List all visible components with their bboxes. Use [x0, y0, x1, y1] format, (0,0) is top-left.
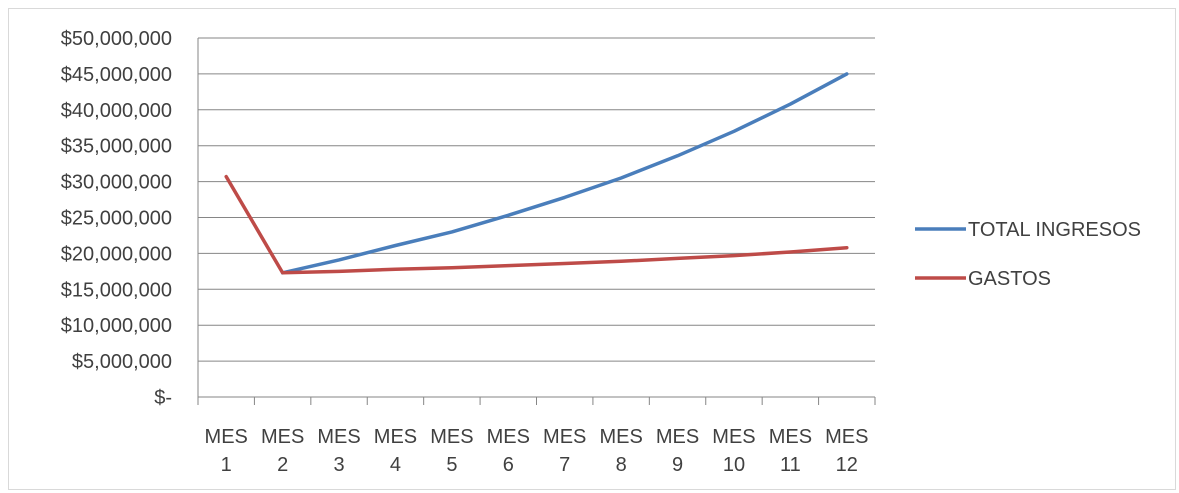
legend-label: GASTOS — [968, 268, 1051, 290]
y-tick-label: $35,000,000 — [61, 136, 172, 158]
y-tick-label: $5,000,000 — [72, 351, 172, 373]
legend-label: TOTAL INGRESOS — [968, 219, 1141, 241]
x-tick-label: 8 — [616, 454, 627, 476]
x-tick-label: 5 — [446, 454, 457, 476]
x-tick-label: 2 — [277, 454, 288, 476]
x-tick-label: MES — [374, 426, 417, 448]
x-tick-label: 6 — [503, 454, 514, 476]
series-lines — [224, 72, 849, 275]
y-tick-label: $45,000,000 — [61, 64, 172, 86]
x-tick-label: MES — [487, 426, 530, 448]
x-tick-label: 10 — [723, 454, 745, 476]
x-tick-label: 9 — [672, 454, 683, 476]
y-tick-label: $25,000,000 — [61, 208, 172, 230]
y-tick-label: $15,000,000 — [61, 279, 172, 301]
y-tick-label: $10,000,000 — [61, 315, 172, 337]
y-tick-label: $20,000,000 — [61, 243, 172, 265]
x-tick-label: MES — [317, 426, 360, 448]
x-tick-label: 11 — [780, 454, 801, 476]
x-axis-tick-labels: MES 1 MES 2 MES 3 MES 4 MES 5 MES 6 MES 7 MES 8 MES 9 MES 1… — [205, 426, 869, 476]
x-tick-label: 1 — [221, 454, 232, 476]
x-tick-label: MES — [261, 426, 304, 448]
x-tick-label: MES — [825, 426, 868, 448]
x-tick-label: 3 — [333, 454, 344, 476]
x-tick-label: 4 — [390, 454, 401, 476]
x-tick-label: MES — [430, 426, 473, 448]
y-tick-label: $50,000,000 — [61, 28, 172, 50]
y-tick-label: $30,000,000 — [61, 172, 172, 194]
x-tick-label: 7 — [559, 454, 570, 476]
y-tick-label: $40,000,000 — [61, 100, 172, 122]
x-tick-label: 12 — [836, 454, 858, 476]
axes — [197, 38, 876, 405]
x-tick-label: MES — [769, 426, 812, 448]
x-tick-label: MES — [656, 426, 699, 448]
chart-frame — [8, 8, 1176, 490]
y-axis-tick-labels: $- $5,000,000 $10,000,000 $15,000,000 $20,00… — [61, 28, 172, 409]
legend: TOTAL INGRESOS GASTOS — [915, 219, 1141, 290]
grid-lines — [198, 37, 875, 362]
y-tick-label: $- — [154, 387, 172, 409]
series-line-total-ingresos — [280, 72, 849, 275]
x-tick-label: MES — [205, 426, 248, 448]
x-tick-label: MES — [599, 426, 642, 448]
x-tick-label: MES — [543, 426, 586, 448]
x-tick-label: MES — [712, 426, 755, 448]
series-line-gastos — [224, 174, 849, 275]
